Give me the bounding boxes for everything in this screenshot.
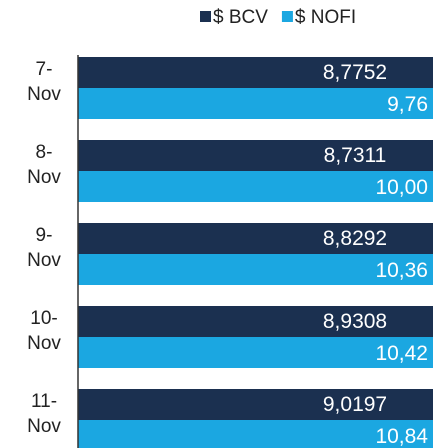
value-label: 8,9308 xyxy=(323,310,387,333)
value-label: 10,00 xyxy=(375,176,428,199)
bar xyxy=(78,57,433,88)
bar xyxy=(78,337,433,368)
y-tick-label: 11- xyxy=(31,391,57,412)
value-label: 8,7311 xyxy=(324,144,387,167)
bar xyxy=(78,140,433,171)
legend-swatch xyxy=(200,11,211,22)
y-tick-label: Nov xyxy=(27,333,61,354)
y-tick-label: Nov xyxy=(27,84,61,105)
value-label: 8,8292 xyxy=(323,227,387,250)
y-tick-label: 9- xyxy=(36,225,53,246)
y-tick-label: Nov xyxy=(27,250,61,271)
value-label: 9,76 xyxy=(387,93,428,116)
bar xyxy=(78,223,433,254)
value-label: 10,84 xyxy=(375,425,428,448)
value-label: 8,7752 xyxy=(323,61,387,84)
value-label: 10,42 xyxy=(375,342,428,365)
value-label: 9,0197 xyxy=(323,393,387,416)
legend-label: $ BCV xyxy=(213,7,268,28)
y-tick-label: 10- xyxy=(30,308,57,329)
bar xyxy=(78,254,433,285)
y-tick-label: Nov xyxy=(27,416,61,437)
legend-label: $ NOFI xyxy=(295,7,356,28)
y-tick-label: Nov xyxy=(27,167,61,188)
legend-swatch xyxy=(281,11,293,22)
bar xyxy=(78,389,433,420)
bar xyxy=(78,171,433,202)
value-label: 10,36 xyxy=(375,259,428,282)
bar xyxy=(78,88,433,119)
bar xyxy=(78,420,433,448)
y-tick-label: 8- xyxy=(36,142,53,163)
bar xyxy=(78,306,433,337)
y-tick-label: 7- xyxy=(36,59,53,80)
